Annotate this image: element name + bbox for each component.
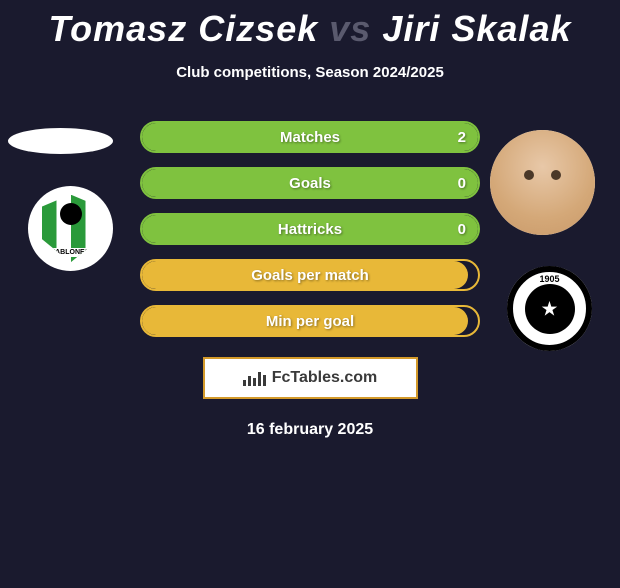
chart-icon	[243, 370, 266, 386]
stat-row: Goals 0	[140, 167, 480, 199]
stat-label: Goals per match	[251, 267, 369, 284]
stat-label: Goals	[289, 175, 331, 192]
attribution-badge: FcTables.com	[203, 357, 418, 399]
player2-name: Jiri Skalak	[382, 8, 571, 49]
attribution-text: FcTables.com	[272, 369, 378, 387]
stat-row: Goals per match	[140, 259, 480, 291]
stat-value: 0	[458, 175, 466, 192]
subtitle: Club competitions, Season 2024/2025	[0, 64, 620, 81]
stat-row: Min per goal	[140, 305, 480, 337]
stat-value: 2	[458, 129, 466, 146]
player1-name: Tomasz Cizsek	[49, 8, 319, 49]
stat-value: 0	[458, 221, 466, 238]
date-text: 16 february 2025	[0, 421, 620, 439]
vs-text: vs	[329, 8, 371, 49]
stat-row: Matches 2	[140, 121, 480, 153]
stat-label: Matches	[280, 129, 340, 146]
stat-label: Min per goal	[266, 313, 354, 330]
stat-label: Hattricks	[278, 221, 342, 238]
stat-row: Hattricks 0	[140, 213, 480, 245]
stats-container: Matches 2 Goals 0 Hattricks 0 Goals per match M…	[0, 121, 620, 337]
comparison-title: Tomasz Cizsek vs Jiri Skalak	[0, 8, 620, 50]
